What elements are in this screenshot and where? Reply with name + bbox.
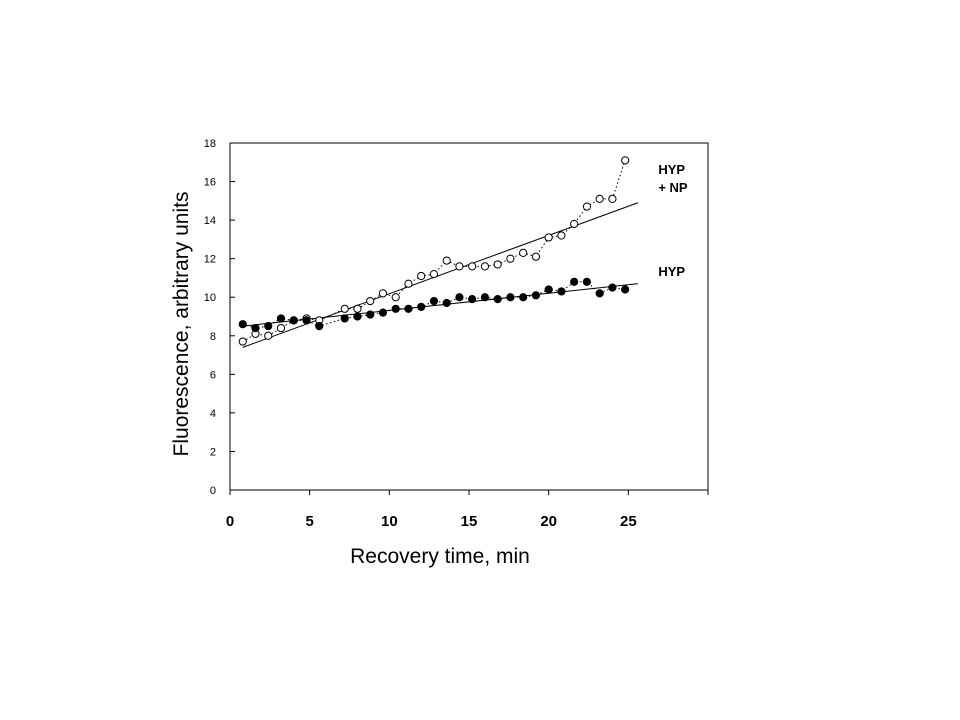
hyp-fit-line [242,283,638,327]
hyp-point [608,283,617,292]
hyp-np-label: + NP [658,180,688,195]
fit-lines [242,202,639,348]
x-tick-label: 25 [620,513,637,530]
hyp-np-point [238,337,247,346]
y-tick-label: 0 [210,485,216,497]
hyp-point [404,304,413,313]
hyp-np-point [531,252,541,261]
hyp-point [251,323,260,333]
hyp-np-point [557,231,566,240]
hyp-np-point [493,260,502,269]
hyp-np-point [264,331,273,340]
hyp-np-point [455,262,464,271]
x-tick-label: 10 [381,513,398,530]
hyp-point [455,293,464,302]
hyp-np-point [468,262,477,271]
x-axis-ticks: 0 5 10 15 20 25 [226,490,709,530]
y-tick-label: 6 [210,369,216,381]
hyp-np-point [417,271,426,281]
data-points [238,156,630,346]
y-tick-label: 12 [204,254,216,266]
hyp-point [238,320,247,329]
hyp-point [468,295,477,304]
plot-frame [229,142,709,491]
hyp-point [302,316,311,325]
y-tick-label: 2 [210,446,216,458]
y-tick-label: 8 [210,331,216,343]
hyp-np-point [570,219,579,229]
hyp-np-point [366,296,375,306]
hyp-point [519,293,528,302]
x-axis-label: Recovery time, min [350,545,530,568]
y-tick-label: 4 [210,408,216,420]
hyp-np-point [442,256,451,265]
hyp-np-fit-line [242,202,639,348]
hyp-point [544,285,553,294]
y-axis-ticks: 0 2 4 6 8 10 12 14 16 18 [204,138,235,497]
hyp-point [442,298,451,308]
hyp-np-point [519,248,528,257]
hyp-np-point [608,194,617,204]
x-tick-label: 0 [226,513,234,530]
hyp-np-point [391,293,400,302]
hyp-point [493,295,502,304]
x-tick-label: 20 [540,513,557,530]
hyp-point [315,322,324,331]
hyp-np-point [582,202,592,211]
y-tick-label: 18 [204,138,216,150]
hyp-np-point [506,254,515,263]
hyp-np-point [595,194,604,204]
hyp-np-label: HYP [658,162,685,177]
hyp-np-point [353,304,362,313]
hyp-np-point [544,233,553,242]
hyp-point [366,310,375,319]
hyp-point [429,296,439,306]
hyp-np-point [429,269,439,279]
hyp-np-point [621,156,630,165]
y-axis-label: Fluorescence, arbitrary units [170,192,193,457]
hyp-point [417,302,426,311]
hyp-point [289,316,298,325]
dotted-connectors [242,160,626,343]
hyp-point [570,277,579,286]
hyp-point [531,291,541,300]
y-tick-label: 14 [204,215,216,227]
hyp-point [340,314,349,323]
y-tick-label: 10 [204,292,216,304]
y-tick-label: 16 [204,177,216,189]
hyp-np-connector [242,160,626,343]
hyp-point [582,277,592,286]
hyp-point [391,304,400,313]
hyp-point [276,314,286,323]
hyp-np-point [480,262,490,271]
hyp-point [480,293,490,302]
hyp-np-point [404,279,413,288]
hyp-np-point [340,304,349,313]
hyp-np-point [378,289,388,298]
hyp-point [378,308,388,317]
hyp-point [264,322,273,331]
hyp-point [353,312,362,321]
hyp-point [595,289,604,298]
x-tick-label: 5 [305,513,313,530]
hyp-label: HYP [658,264,685,279]
hyp-point [506,293,515,302]
hyp-point [557,287,566,296]
series-labels: HYP + NP HYP [658,162,688,279]
x-tick-label: 15 [461,513,478,530]
hyp-point [621,285,630,294]
hyp-np-point [276,323,286,333]
